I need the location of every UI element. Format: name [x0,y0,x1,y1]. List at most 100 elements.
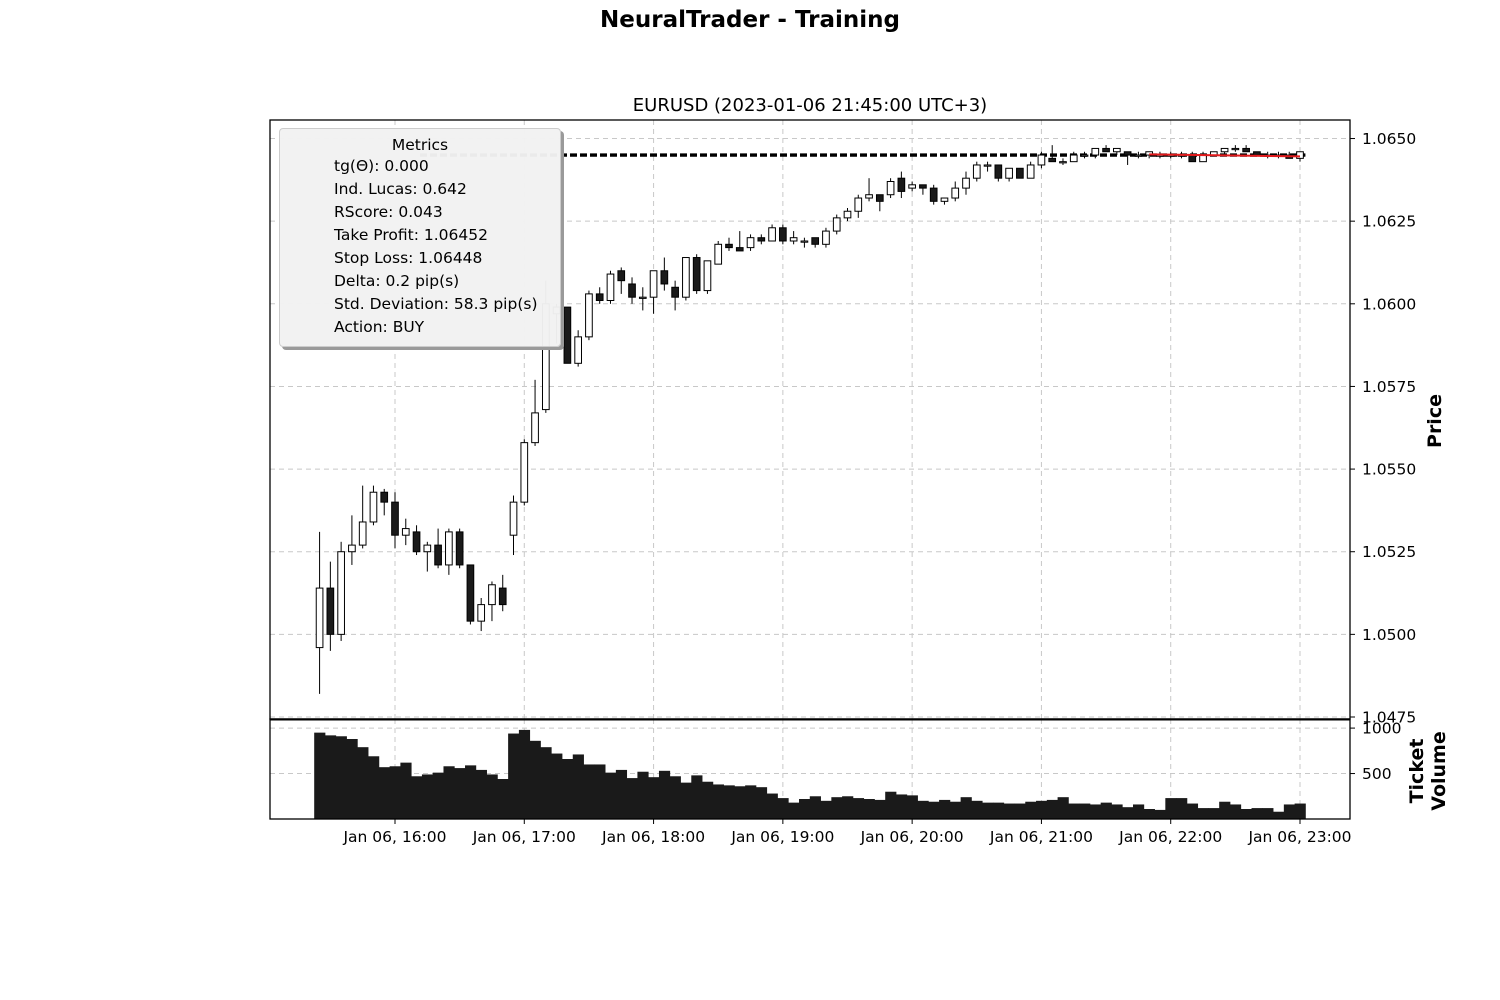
figure-title: NeuralTrader - Training [600,7,900,33]
candle-body [875,194,884,202]
volume-bar [486,774,498,819]
candle-body [908,184,916,189]
candle [531,379,539,446]
time-tick-label: Jan 06, 22:00 [1118,828,1222,846]
volume-bar [324,735,337,819]
candle [940,197,949,205]
volume-tick-label: 1000 [1362,720,1401,738]
candle [455,528,464,569]
candle-body [714,243,723,265]
candle-body [735,247,744,252]
candle-body [865,194,873,199]
candle-body [520,442,529,503]
candle-body [692,257,701,292]
volume-bars [314,729,1306,819]
candle-body [1134,154,1143,157]
volume-bar [400,762,412,819]
volume-bar [335,736,347,819]
metrics-legend: Metrics tg(Θ): 0.000 Ind. Lucas: 0.642 RSc… [279,128,561,347]
volume-bar [842,796,854,819]
volume-bar [626,778,638,819]
candle-body [1091,147,1100,156]
volume-bar [1165,798,1177,819]
candle [358,485,367,549]
candle [1016,167,1024,179]
volume-bar [960,797,972,819]
candle-body [477,604,486,622]
legend-entry: Delta: 0.2 pip(s) [280,270,560,293]
time-tick-label: Jan 06, 16:00 [342,828,446,846]
candle [1005,167,1013,182]
volume-bar [518,729,531,819]
volume-bar [658,770,671,819]
candle [779,224,787,245]
candle-body [606,273,615,301]
price-tick-label: 1.0575 [1362,378,1416,396]
candle-body [445,531,453,566]
candle [811,237,820,248]
volume-bar [939,799,951,819]
candle [660,257,669,291]
candle [832,214,841,235]
volume-bar [874,799,886,819]
candle [1199,151,1207,163]
candle [994,164,1003,182]
candle-body [1069,154,1078,163]
volume-bar [895,794,908,819]
price-tick-label: 1.0475 [1362,709,1416,727]
candle-body [1059,161,1067,164]
legend-entry: RScore: 0.043 [280,201,560,224]
volume-bar [1100,802,1112,819]
candle [509,495,518,556]
volume-bar [1176,798,1188,819]
candle-body [649,270,658,298]
candle [595,287,604,304]
volume-bar [561,759,574,819]
volume-bar [529,740,541,819]
candle-body [929,187,938,202]
candle-body [1220,147,1229,153]
price-chart-title: EURUSD (2023-01-06 21:45:00 UTC+3) [633,95,987,116]
volume-bar [378,767,391,819]
time-tick-label: Jan 06, 19:00 [730,828,834,846]
volume-bar [615,769,628,819]
candle [498,574,507,612]
volume-bar [971,800,983,819]
candle-body [1048,157,1057,163]
candle-body [757,237,766,242]
volume-axis-ticks: 500 1000 [1350,720,1401,783]
price-tick-label: 1.0650 [1362,130,1416,148]
candle-body [337,551,345,635]
candle [315,531,324,694]
candle [391,492,399,549]
candle-body [563,306,572,364]
volume-axis-label-line1: Ticket [1406,739,1428,804]
volume-bar [465,765,477,819]
candle-body [854,197,863,212]
candle-body [531,412,539,444]
time-tick-label: Jan 06, 21:00 [989,828,1093,846]
candle [800,237,809,248]
candle-body [682,257,690,298]
volume-bar [917,800,929,819]
candle-body [1080,154,1089,157]
candle [822,227,830,248]
time-tick-label: Jan 06, 17:00 [472,828,576,846]
candle-body [962,177,970,189]
candle [563,306,572,364]
candle-body [779,227,787,242]
volume-bar [357,747,369,819]
candle [1242,145,1250,153]
candle-body [800,240,809,243]
volume-bar [1079,803,1091,819]
candle [1285,151,1294,159]
volume-bar [745,785,757,819]
candle-body [455,531,464,566]
volume-bar [1014,803,1026,819]
candle [962,171,970,195]
volume-bar [831,797,843,819]
volume-bar [1283,804,1296,819]
legend-entry: Std. Deviation: 58.3 pip(s) [280,293,560,316]
candle [1037,151,1046,169]
candle [929,184,938,205]
